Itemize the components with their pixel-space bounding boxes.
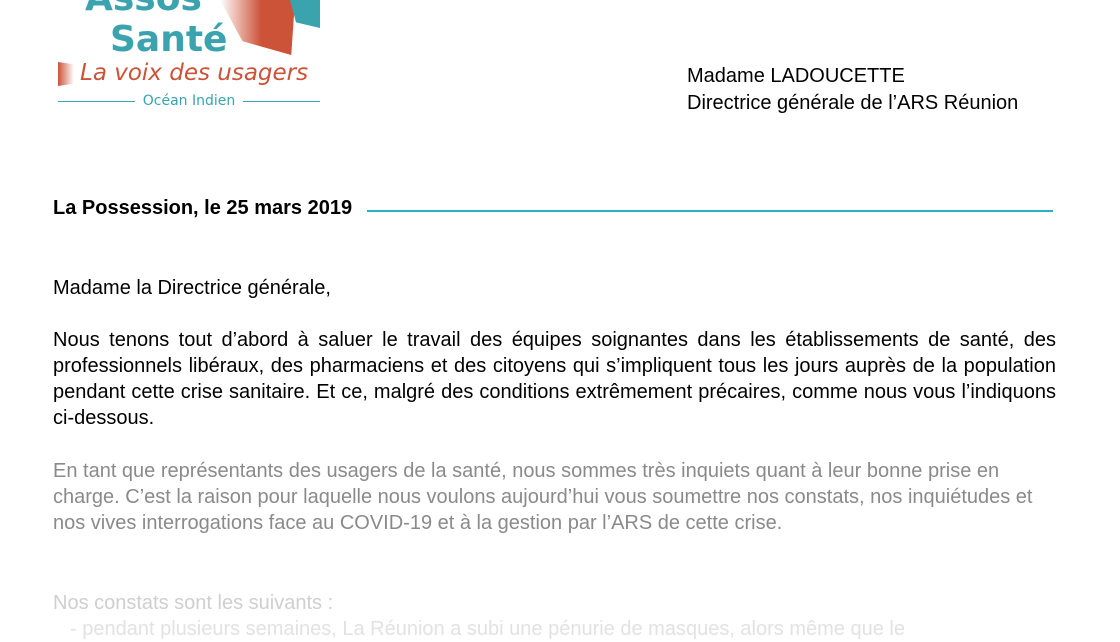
logo-tagline: La voix des usagers: [80, 60, 309, 86]
date-divider: [367, 209, 1053, 212]
logo-title-line2: Santé: [110, 19, 228, 60]
recipient-title: Directrice générale de l’ARS Réunion: [687, 92, 1019, 114]
recipient-name: Madame LADOUCETTE: [687, 65, 905, 87]
recipient-block: Madame LADOUCETTE Directrice générale de…: [687, 63, 1018, 117]
divider: [243, 100, 320, 102]
paragraph: Nous tenons tout d’abord à saluer le tra…: [53, 329, 1056, 429]
logo-region-text: Océan Indien: [142, 93, 236, 109]
date-row: La Possession, le 25 mars 2019: [53, 197, 1053, 220]
divider: [58, 100, 135, 102]
salutation: Madame la Directrice générale,: [53, 277, 331, 299]
logo-red-mark: [58, 62, 74, 86]
logo-region: Océan Indien: [58, 93, 320, 109]
logo-title-line1: Assos: [85, 0, 202, 19]
paragraph: - pendant plusieurs semaines, La Réunion…: [70, 618, 905, 640]
paragraph: En tant que représentants des usagers de…: [53, 460, 1033, 534]
date-line: La Possession, le 25 mars 2019: [53, 197, 353, 219]
paragraph: Nos constats sont les suivants :: [53, 592, 334, 614]
